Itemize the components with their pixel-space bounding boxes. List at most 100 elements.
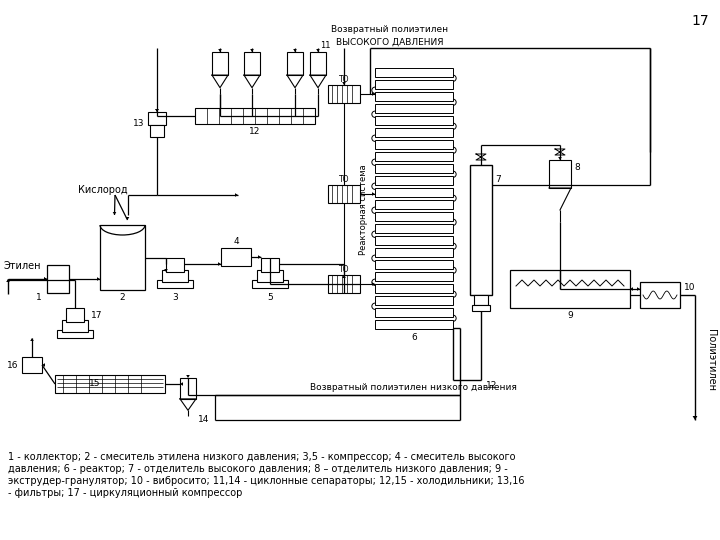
Bar	[510, 270, 630, 308]
Bar	[375, 212, 453, 220]
Bar	[375, 272, 453, 280]
Bar	[62, 320, 88, 332]
Polygon shape	[630, 287, 633, 291]
Text: 13: 13	[132, 119, 144, 129]
Polygon shape	[293, 49, 297, 52]
Polygon shape	[44, 277, 47, 281]
Bar	[22, 357, 42, 373]
Bar	[375, 128, 453, 137]
Bar	[244, 52, 260, 75]
Polygon shape	[558, 157, 562, 160]
Text: ТО: ТО	[338, 266, 349, 274]
Text: ТО: ТО	[338, 76, 349, 84]
Bar	[375, 116, 453, 125]
Polygon shape	[164, 269, 168, 272]
Text: 15: 15	[89, 380, 100, 388]
Bar	[221, 248, 251, 266]
Polygon shape	[180, 382, 183, 386]
Bar	[328, 85, 360, 103]
Text: 17: 17	[91, 312, 102, 321]
Text: 2: 2	[120, 294, 125, 302]
Text: Этилен: Этилен	[4, 261, 42, 271]
Bar	[375, 248, 453, 256]
Bar	[328, 185, 360, 203]
Text: 5: 5	[267, 294, 273, 302]
Bar	[375, 236, 453, 245]
Polygon shape	[186, 375, 190, 378]
Bar	[375, 140, 453, 149]
Bar	[375, 188, 453, 197]
Bar	[310, 52, 326, 75]
Text: Возвратный полиэтилен: Возвратный полиэтилен	[331, 25, 449, 35]
Bar	[640, 282, 680, 308]
Bar	[375, 284, 453, 293]
Bar	[257, 270, 283, 282]
Polygon shape	[372, 192, 375, 196]
Polygon shape	[258, 255, 261, 259]
Bar	[180, 378, 196, 399]
Text: 8: 8	[574, 164, 580, 172]
Polygon shape	[372, 282, 375, 286]
Bar	[166, 258, 184, 272]
Bar	[375, 224, 453, 233]
Text: ТО: ТО	[338, 176, 349, 185]
Text: 6: 6	[411, 333, 417, 341]
Bar	[375, 92, 453, 100]
Polygon shape	[6, 279, 10, 282]
Polygon shape	[637, 287, 640, 291]
Text: 11: 11	[320, 42, 330, 51]
Text: Полиэтилен: Полиэтилен	[706, 329, 716, 391]
Text: - фильтры; 17 - циркуляционный компрессор: - фильтры; 17 - циркуляционный компрессо…	[8, 488, 243, 498]
Text: 1 - коллектор; 2 - смеситель этилена низкого давления; 3,5 - компрессор; 4 - сме: 1 - коллектор; 2 - смеситель этилена низ…	[8, 452, 516, 462]
Bar	[375, 200, 453, 208]
Bar	[472, 305, 490, 311]
Bar	[195, 108, 315, 124]
Text: давления; 6 - реактор; 7 - отделитель высокого давления; 8 – отделитель низкого : давления; 6 - реактор; 7 - отделитель вы…	[8, 464, 508, 474]
Bar	[148, 112, 166, 125]
Bar	[57, 330, 93, 338]
Text: ВЫСОКОГО ДАВЛЕНИЯ: ВЫСОКОГО ДАВЛЕНИЯ	[336, 37, 444, 46]
Text: 12: 12	[486, 381, 498, 389]
Bar	[375, 308, 453, 316]
Bar	[474, 295, 488, 305]
Bar	[162, 270, 188, 282]
Polygon shape	[342, 275, 346, 278]
Bar	[157, 280, 193, 288]
Polygon shape	[156, 109, 159, 112]
Polygon shape	[218, 49, 222, 52]
Bar	[375, 260, 453, 268]
Bar	[55, 375, 165, 393]
Bar	[375, 80, 453, 89]
Bar	[287, 52, 303, 75]
Bar	[470, 165, 492, 295]
Text: 17: 17	[691, 14, 708, 28]
Polygon shape	[251, 49, 254, 52]
Bar	[47, 265, 69, 293]
Polygon shape	[342, 82, 346, 85]
Bar	[375, 152, 453, 160]
Polygon shape	[316, 49, 320, 52]
Bar	[375, 68, 453, 77]
Bar	[212, 52, 228, 75]
Polygon shape	[693, 416, 698, 420]
Bar	[549, 160, 571, 188]
Polygon shape	[42, 363, 45, 367]
Text: 4: 4	[233, 237, 239, 246]
Text: 1: 1	[36, 294, 42, 302]
Bar	[100, 225, 145, 290]
Polygon shape	[156, 109, 159, 112]
Bar	[375, 296, 453, 305]
Polygon shape	[113, 212, 117, 215]
Text: 7: 7	[495, 176, 500, 185]
Text: экструдер-гранулятор; 10 - вибросито; 11,14 - циклонные сепараторы; 12,15 - холо: экструдер-гранулятор; 10 - вибросито; 11…	[8, 476, 524, 486]
Text: 10: 10	[684, 282, 696, 292]
Text: 3: 3	[172, 294, 178, 302]
Bar	[150, 125, 164, 137]
Text: Реакторная система: Реакторная система	[359, 165, 367, 255]
Polygon shape	[30, 338, 34, 341]
Polygon shape	[218, 262, 221, 266]
Text: 12: 12	[249, 126, 261, 136]
Bar	[66, 308, 84, 322]
Text: 16: 16	[6, 361, 18, 369]
Text: 9: 9	[567, 312, 573, 321]
